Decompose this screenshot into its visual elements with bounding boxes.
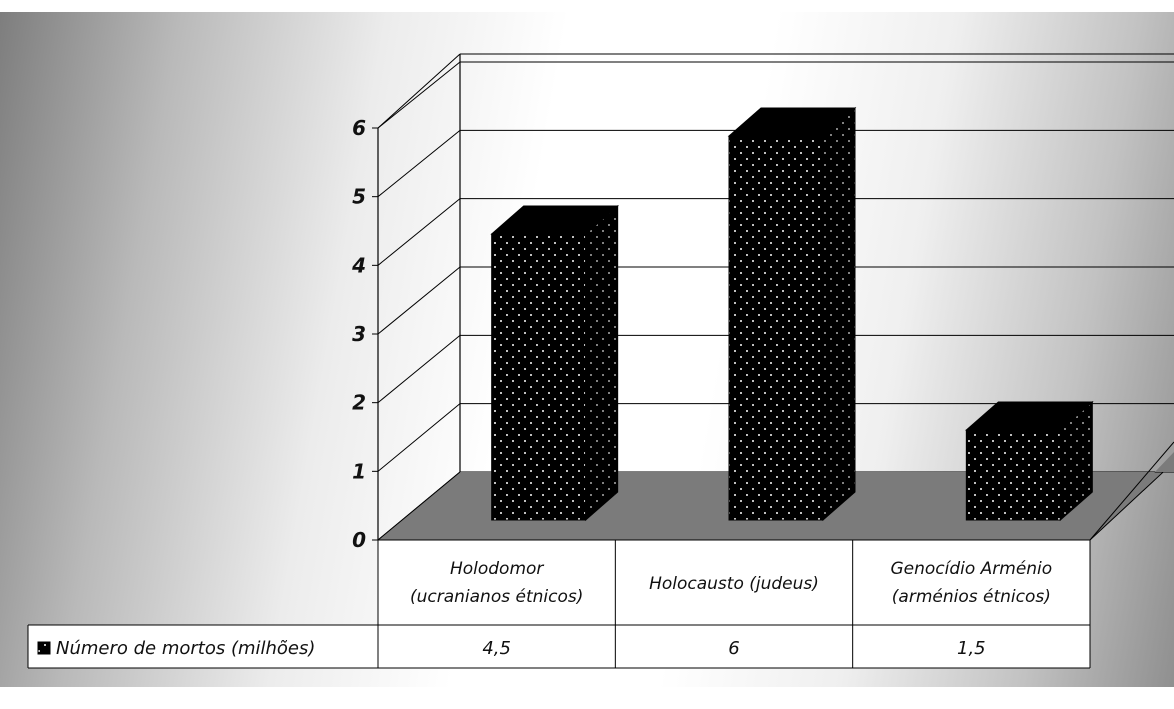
legend-swatch [37,641,51,655]
category-label: Genocídio Arménio [890,559,1052,579]
bar-top [490,205,619,235]
bar-top [727,107,857,137]
data-table-bg [378,540,1090,668]
y-tick-label: 4 [351,253,366,277]
y-tick-label: 0 [352,528,366,552]
bar-side [585,204,619,522]
data-table: Holodomor (ucranianos étnicos) Holocausto … [27,539,1091,669]
bar-top [965,401,1094,431]
y-tick-label: 1 [352,459,366,483]
category-label: Holodomor [450,559,544,579]
data-table-value: 1,5 [957,638,986,659]
y-tick-label: 5 [352,185,366,209]
data-table-legend-bg [28,625,378,668]
gridline-side [377,266,461,335]
bar-front [491,233,587,521]
y-tick-label: 3 [352,322,366,346]
gridline-side [377,403,461,472]
legend-label: Número de mortos (milhões) [56,638,315,659]
category-label: Holocausto (judeus) [649,574,819,594]
bar-front [965,429,1061,521]
chart-bars [490,106,1094,522]
gridline-side [377,129,461,198]
y-tick-label: 6 [352,116,366,140]
bar [965,400,1094,522]
floor-edge-right [1089,441,1174,541]
bar [490,204,619,522]
bar [727,106,857,522]
y-tick-label: 2 [352,391,366,415]
floor-edge [377,471,461,541]
bar-side [822,106,856,522]
bar-front [728,135,824,521]
gridline-side [377,334,461,404]
category-label: (arménios étnicos) [892,587,1051,607]
gridline-side [377,198,461,266]
wall-top-edge [377,53,461,129]
y-axis: 0 1 2 3 4 5 6 [351,116,379,552]
data-table-value: 6 [728,638,739,659]
gridline-side [377,61,461,129]
category-label: (ucranianos étnicos) [410,587,583,607]
data-table-value: 4,5 [482,638,511,659]
